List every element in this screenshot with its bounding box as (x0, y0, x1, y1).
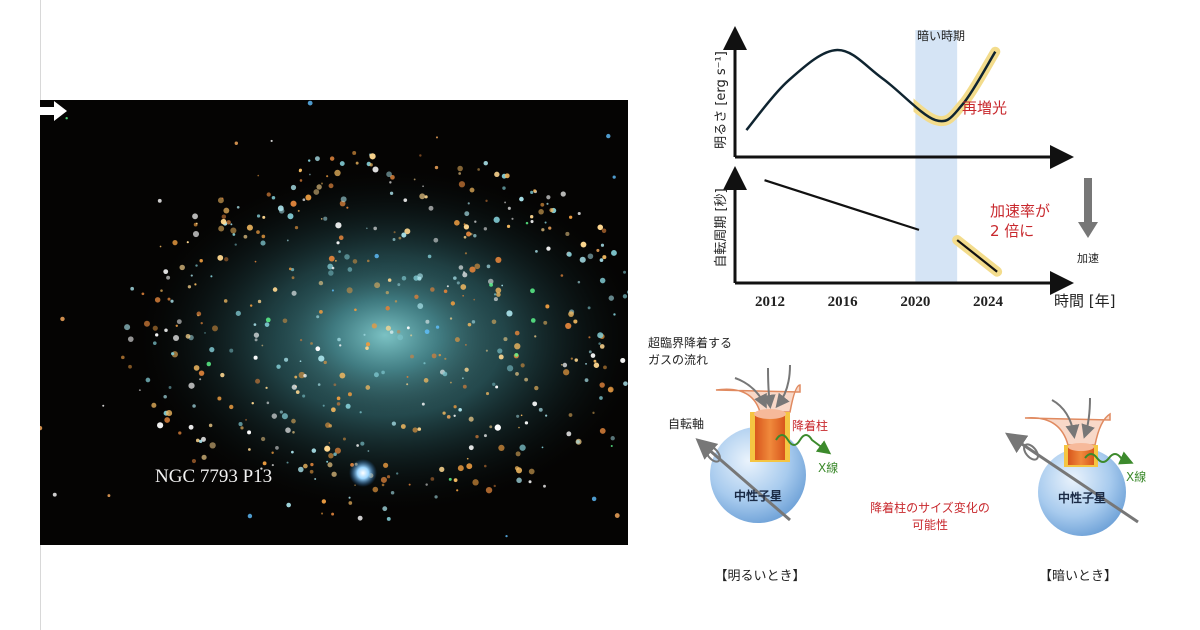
period-after-line (956, 239, 998, 273)
xray-label-bright: X線 (818, 460, 838, 475)
xray-wave-icon (775, 434, 832, 455)
spinup-label-2: 2 倍に (990, 222, 1034, 240)
gas-flow-label-2: ガスの流れ (648, 353, 708, 367)
x-tick-label: 2020 (900, 294, 930, 310)
gas-flow-label-1: 超臨界降着する (648, 335, 732, 350)
x-axis-label: 時間 [年] (1054, 292, 1115, 310)
spin-axis-label: 自転軸 (668, 417, 704, 431)
dark-period-label: 暗い時期 (917, 28, 965, 43)
spin-axis-icon (695, 438, 791, 522)
luminosity-curve (745, 48, 997, 131)
dark-state-diagram: X線 中性子星 【暗いとき】 (1005, 397, 1146, 584)
galaxy-source-label: NGC 7793 P13 (155, 466, 273, 487)
bottom-y-label: 自転周期 [秒] (714, 188, 729, 267)
xray-label-dark: X線 (1126, 469, 1146, 484)
x-tick-label: 2016 (828, 294, 859, 310)
bright-caption: 【明るいとき】 (714, 569, 805, 584)
rebrightening-label: 再増光 (962, 99, 1007, 117)
acceleration-label: 加速 (1077, 252, 1099, 265)
spinup-label-1: 加速率が (990, 202, 1050, 220)
luminosity-highlight (913, 46, 1001, 127)
down-arrow-icon (1078, 178, 1098, 238)
period-before-line (764, 179, 920, 231)
galaxy-image: NGC 7793 P13 (40, 100, 628, 545)
p13-source (349, 459, 377, 487)
dark-caption: 【暗いとき】 (1039, 569, 1117, 584)
column-label: 降着柱 (792, 418, 828, 433)
galaxy-render (40, 100, 628, 538)
x-tick-label: 2024 (973, 294, 1004, 310)
middle-note-2: 可能性 (912, 518, 948, 532)
x-tick-label: 2012 (755, 294, 785, 310)
neutron-star-label-dark: 中性子星 (1058, 490, 1106, 505)
top-y-label: 明るさ [erg s⁻¹] (714, 51, 729, 149)
right-arrow-icon (40, 101, 67, 121)
middle-note-1: 降着柱のサイズ変化の (870, 500, 990, 515)
bright-state-diagram: 超臨界降着する ガスの流れ 自転軸 降着柱 X線 中性子星 【明るいとき】 (648, 335, 838, 584)
neutron-star-label-bright: 中性子星 (734, 488, 782, 503)
